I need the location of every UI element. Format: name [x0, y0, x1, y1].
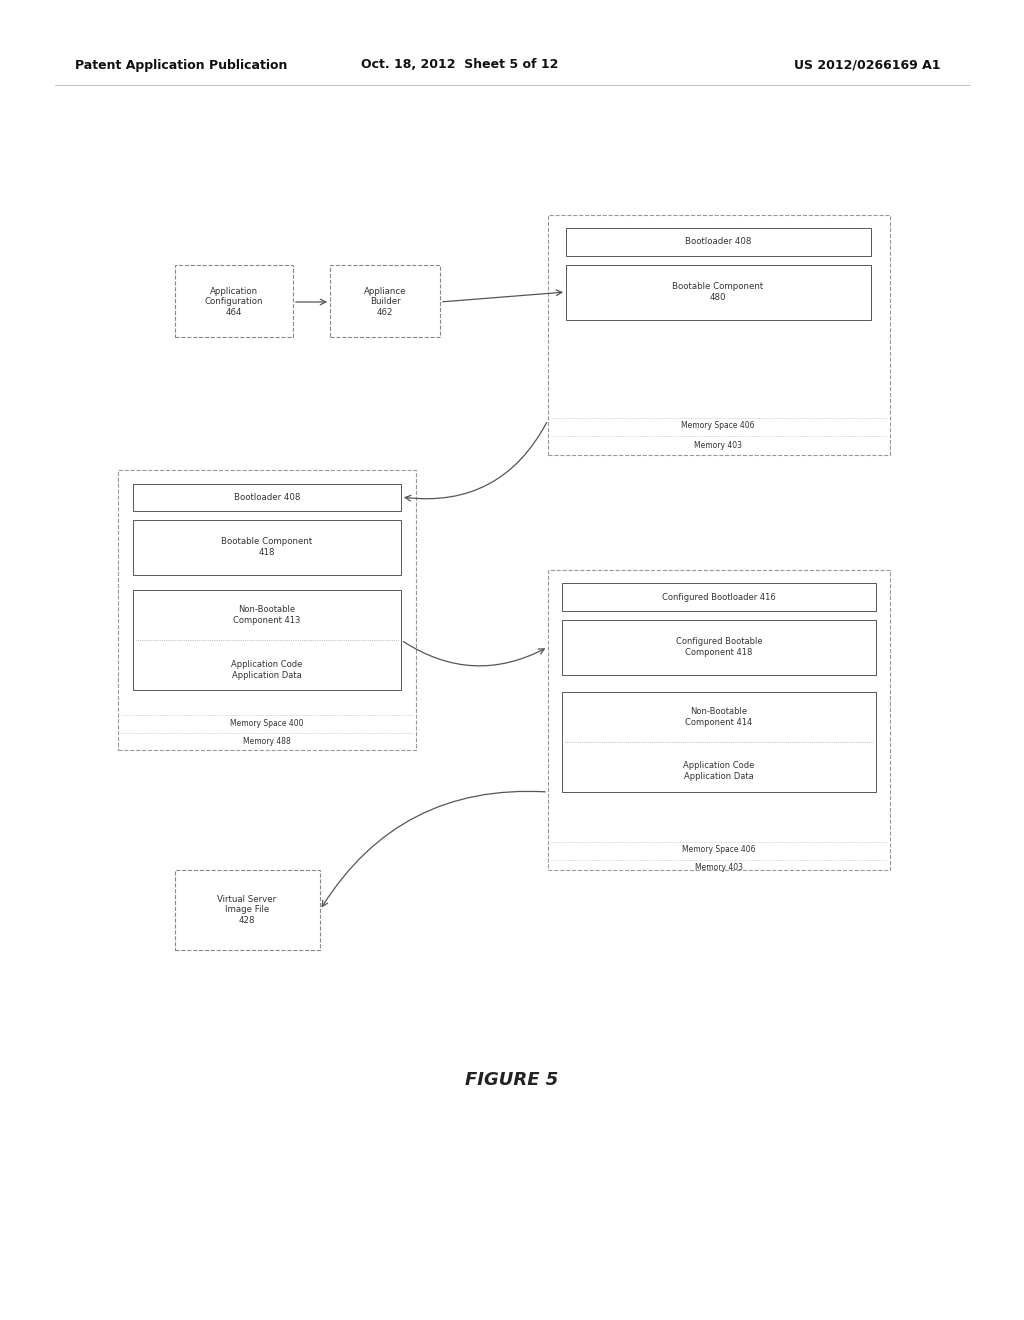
Text: Patent Application Publication: Patent Application Publication — [75, 58, 288, 71]
Text: Memory Space 400: Memory Space 400 — [230, 718, 304, 727]
Text: Bootloader 408: Bootloader 408 — [685, 238, 752, 247]
Text: Non-Bootable
Component 414: Non-Bootable Component 414 — [685, 708, 753, 727]
Bar — [562, 692, 876, 792]
Text: Configured Bootloader 416: Configured Bootloader 416 — [663, 593, 776, 602]
Text: Application Code
Application Data: Application Code Application Data — [231, 660, 303, 680]
Text: Memory 403: Memory 403 — [694, 441, 742, 450]
Text: Application Code
Application Data: Application Code Application Data — [683, 762, 755, 780]
Text: Application
Configuration
464: Application Configuration 464 — [205, 286, 263, 317]
Text: Oct. 18, 2012  Sheet 5 of 12: Oct. 18, 2012 Sheet 5 of 12 — [361, 58, 559, 71]
Bar — [133, 590, 401, 690]
Bar — [562, 583, 876, 611]
Text: Bootable Component
480: Bootable Component 480 — [673, 282, 764, 302]
Text: Virtual Server
Image File
428: Virtual Server Image File 428 — [217, 895, 276, 925]
Bar — [566, 228, 871, 256]
Bar — [562, 620, 876, 675]
Text: Memory 403: Memory 403 — [695, 863, 743, 873]
Bar — [330, 265, 440, 337]
Text: US 2012/0266169 A1: US 2012/0266169 A1 — [794, 58, 940, 71]
Bar — [133, 484, 401, 511]
Text: Configured Bootable
Component 418: Configured Bootable Component 418 — [676, 638, 762, 657]
Text: Memory Space 406: Memory Space 406 — [681, 421, 755, 430]
Bar — [548, 570, 890, 870]
Bar — [566, 265, 871, 319]
Text: Bootable Component
418: Bootable Component 418 — [221, 537, 312, 557]
Bar — [175, 265, 293, 337]
Bar — [175, 870, 319, 950]
Text: FIGURE 5: FIGURE 5 — [465, 1071, 559, 1089]
Bar — [118, 470, 416, 750]
Text: Non-Bootable
Component 413: Non-Bootable Component 413 — [233, 606, 301, 624]
Text: Appliance
Builder
462: Appliance Builder 462 — [364, 286, 407, 317]
Bar — [133, 520, 401, 576]
Text: Bootloader 408: Bootloader 408 — [233, 492, 300, 502]
Text: Memory Space 406: Memory Space 406 — [682, 846, 756, 854]
Bar — [548, 215, 890, 455]
Text: Memory 488: Memory 488 — [243, 737, 291, 746]
